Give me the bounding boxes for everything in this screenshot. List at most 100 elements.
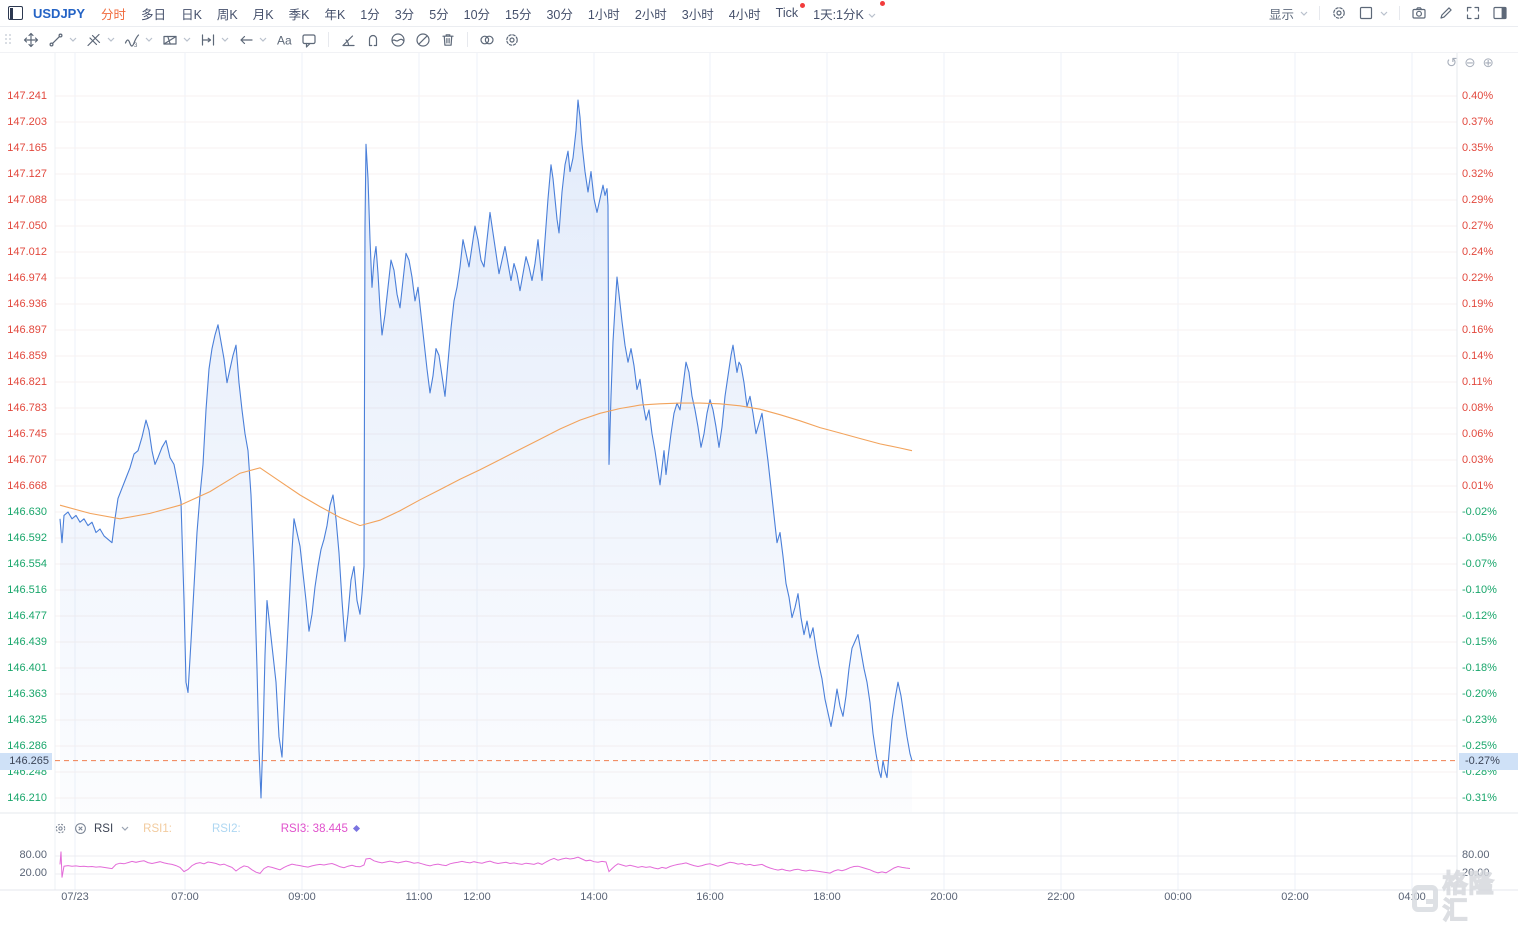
rsi-settings-icon[interactable] [54,822,67,835]
display-label: 显示 [1268,7,1294,22]
period-多日[interactable]: 多日 [141,7,167,22]
chevron-down-icon [1380,10,1388,17]
note-bubble-tool-icon[interactable] [301,32,317,48]
current-percent-chip: -0.27% [1459,752,1518,770]
compare-tool-icon[interactable] [479,32,495,48]
chart-layout-icon[interactable] [8,6,23,20]
price-axis-label: 146.783 [7,402,47,414]
time-axis-label: 22:00 [1047,891,1075,903]
price-axis[interactable]: 147.241 147.203 147.165 147.127 147.088 147.0… [0,0,50,913]
pattern-tool-icon[interactable] [162,32,191,48]
display-dropdown[interactable]: 显示 [1269,4,1308,23]
topbar-right-tools: 显示 [1269,4,1508,23]
settings-gear-icon[interactable] [1331,5,1347,21]
rsi-scale-label-left: 20.00 [19,867,47,879]
rsi-scale-label-right: 20.00 [1462,867,1490,879]
drawings-settings-tool-icon[interactable] [504,32,520,48]
notification-dot [879,0,885,6]
rsi-indicator-name[interactable]: RSI [94,822,114,835]
price-axis-label: 146.516 [7,584,47,596]
rsi3-value: 38.445 [312,822,348,835]
layout-frame-icon[interactable] [1358,5,1388,21]
percent-axis-label: -0.31% [1462,792,1497,804]
price-axis-label: 146.936 [7,298,47,310]
percent-axis-label: -0.02% [1462,506,1497,518]
percent-axis-label: 0.16% [1462,324,1494,336]
delete-drawings-tool-icon[interactable] [440,32,456,48]
period-2小时[interactable]: 2小时 [634,7,667,22]
notification-dot [800,3,806,8]
percent-axis[interactable]: 0.40% 0.37% 0.35% 0.32% 0.29% 0.27% 0.24% 0.22%… [1462,0,1518,913]
arrow-mark-tool-icon[interactable] [238,32,267,48]
toolbar-drag-handle[interactable] [5,34,12,45]
price-axis-label: 146.286 [7,740,47,752]
magnet-tool-icon[interactable] [365,32,381,48]
period-menu: 分时 多日 日K 周K 月K 季K 年K 1分 3分 5分 10分 15分 30分 1小时 2小时 3小时 4小… [101,0,891,23]
period-1天:1分K[interactable]: 1天:1分K [813,0,885,23]
price-axis-label: 146.630 [7,506,47,518]
zoom-in-icon[interactable]: ⊕ [1482,55,1494,71]
reset-zoom-icon[interactable]: ↺ [1446,55,1458,71]
period-年K[interactable]: 年K [324,7,346,22]
period-月K[interactable]: 月K [252,7,274,22]
percent-axis-label: -0.07% [1462,558,1497,570]
text-tool-tool-icon[interactable]: Aa [276,32,292,48]
right-panel-icon[interactable] [1492,5,1508,21]
fullscreen-icon[interactable] [1465,5,1481,21]
trend-line-tool-icon[interactable] [48,32,77,48]
period-Tick[interactable]: Tick [776,3,806,20]
angle-tool-icon[interactable] [340,32,356,48]
price-axis-label: 146.363 [7,688,47,700]
chevron-down-icon [107,36,115,43]
projection-tool-icon[interactable] [200,32,229,48]
period-周K[interactable]: 周K [216,7,238,22]
elliott-wave-tool-icon[interactable]: 3 [124,32,153,48]
percent-axis-label: -0.23% [1462,714,1497,726]
rsi-legend: RSI RSI1: RSI2: RSI3: 38.445 [54,820,360,837]
price-axis-label: 147.241 [7,90,47,102]
price-axis-label: 146.974 [7,272,47,284]
rsi-close-icon[interactable] [74,822,87,835]
period-1小时[interactable]: 1小时 [587,7,620,22]
price-axis-label: 147.050 [7,220,47,232]
chevron-down-icon [868,12,876,19]
hide-drawings-tool-icon[interactable] [415,32,431,48]
chevron-down-icon[interactable] [121,825,129,832]
percent-axis-label: 0.32% [1462,168,1494,180]
chevron-down-icon [145,36,153,43]
pencil-icon[interactable] [1438,5,1454,21]
period-5分[interactable]: 5分 [429,7,449,22]
camera-icon[interactable] [1411,5,1427,21]
chevron-down-icon [183,36,191,43]
zoom-out-icon[interactable]: ⊖ [1464,55,1476,71]
price-axis-label: 147.165 [7,142,47,154]
time-axis-label: 02:00 [1281,891,1309,903]
price-axis-label: 146.897 [7,324,47,336]
gelonghui-logo-icon [1412,884,1439,912]
period-季K[interactable]: 季K [288,7,310,22]
period-日K[interactable]: 日K [181,7,202,22]
period-3小时[interactable]: 3小时 [681,7,714,22]
percent-axis-label: 0.40% [1462,90,1494,102]
separator [1399,6,1400,20]
percent-axis-label: 0.37% [1462,116,1494,128]
period-15分[interactable]: 15分 [505,7,532,22]
chevron-down-icon [1300,10,1308,17]
period-30分[interactable]: 30分 [546,7,573,22]
weak-magnet-tool-icon[interactable] [390,32,406,48]
cross-move-tool-icon[interactable] [23,32,39,48]
pitchfork-tool-icon[interactable] [86,32,115,48]
price-axis-label: 147.012 [7,246,47,258]
price-axis-label: 146.325 [7,714,47,726]
symbol-name[interactable]: USDJPY [33,5,86,21]
chevron-down-icon [259,36,267,43]
period-分时[interactable]: 分时 [101,7,127,22]
period-3分[interactable]: 3分 [394,7,415,22]
period-4小时[interactable]: 4小时 [728,7,761,22]
price-axis-label: 146.592 [7,532,47,544]
watermark: 格隆汇 [1412,870,1518,925]
period-10分[interactable]: 10分 [463,7,491,22]
chart-zoom-controls: ↺ ⊖ ⊕ [1446,55,1494,71]
period-1分[interactable]: 1分 [360,7,380,22]
